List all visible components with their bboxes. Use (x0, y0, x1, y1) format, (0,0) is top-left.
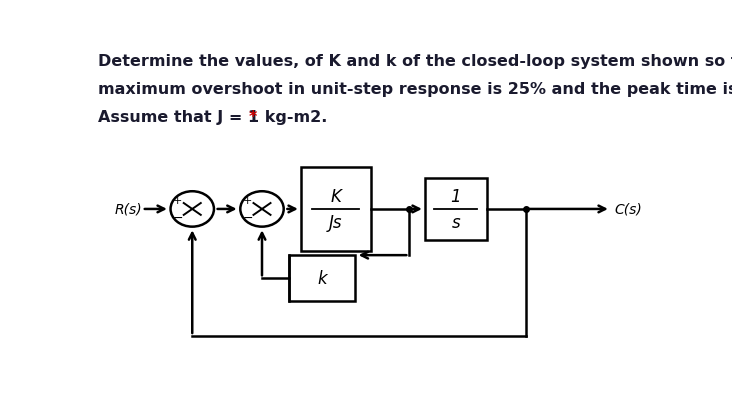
Text: R(s): R(s) (115, 203, 143, 217)
Text: +: + (242, 196, 252, 206)
Text: Determine the values, of K and k of the closed-loop system shown so that the: Determine the values, of K and k of the … (97, 54, 732, 69)
Text: −: − (173, 211, 184, 224)
Text: 1: 1 (450, 188, 461, 206)
Text: C(s): C(s) (615, 203, 643, 217)
Text: *: * (249, 109, 257, 125)
FancyBboxPatch shape (425, 179, 487, 240)
Text: s: s (452, 213, 460, 231)
FancyBboxPatch shape (301, 167, 370, 252)
Text: −: − (242, 211, 253, 224)
Text: k: k (317, 269, 327, 288)
FancyBboxPatch shape (289, 255, 355, 302)
Text: maximum overshoot in unit-step response is 25% and the peak time is 2 sec.: maximum overshoot in unit-step response … (97, 82, 732, 97)
Text: Js: Js (329, 213, 343, 231)
Text: K: K (330, 188, 341, 206)
Text: Assume that J = 1 kg-m2.: Assume that J = 1 kg-m2. (97, 109, 333, 125)
Text: +: + (173, 196, 182, 206)
